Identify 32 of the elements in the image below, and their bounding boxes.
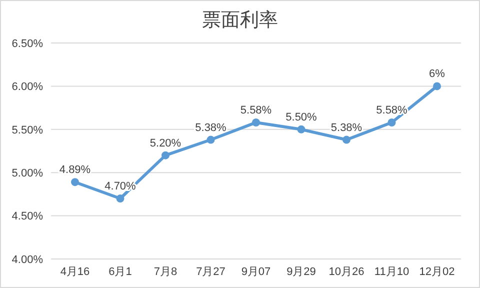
y-tick-label: 4.00%	[12, 254, 44, 266]
point	[388, 118, 396, 126]
x-tick-label: 9月29	[286, 266, 316, 278]
y-tick-label: 5.00%	[12, 168, 44, 180]
x-tick-label: 7月27	[196, 266, 226, 278]
data-label: 6%	[429, 68, 446, 80]
data-label: 5.38%	[330, 122, 362, 134]
x-tick-label: 4月16	[60, 266, 90, 278]
x-tick-label: 6月1	[108, 266, 132, 278]
point	[297, 125, 306, 134]
x-tick-label: 12月02	[419, 266, 455, 278]
point	[162, 151, 170, 160]
point	[252, 118, 260, 126]
x-tick-label: 10月26	[328, 266, 364, 278]
x-tick-label: 9月07	[241, 266, 271, 278]
data-label: 5.20%	[150, 137, 182, 150]
x-tick-label: 11月10	[374, 266, 410, 278]
data-label: 5.38%	[195, 122, 227, 134]
data-label: 4.89%	[59, 164, 91, 176]
y-tick-label: 5.50%	[12, 124, 44, 136]
chart-title: 票面利率	[201, 9, 279, 33]
point	[433, 82, 441, 90]
x-tick-label: 7月8	[154, 266, 178, 278]
y-tick-label: 4.50%	[12, 210, 44, 223]
y-tick-label: 6.00%	[12, 81, 44, 94]
point	[206, 136, 215, 144]
y-tick-label: 6.50%	[12, 38, 44, 50]
point	[71, 178, 79, 186]
data-label: 5.58%	[240, 104, 272, 116]
point	[342, 136, 350, 144]
point	[116, 194, 124, 203]
data-label: 5.50%	[286, 111, 318, 124]
